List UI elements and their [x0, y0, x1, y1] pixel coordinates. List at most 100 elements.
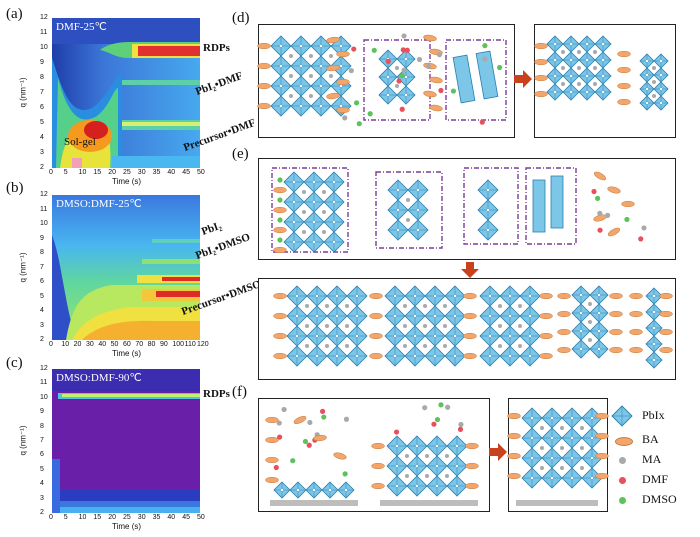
- x-tick-label: 20: [108, 169, 116, 176]
- y-tick-label: 7: [40, 263, 44, 271]
- y-tick-label: 12: [40, 14, 48, 21]
- y-tick-label: 4: [40, 480, 44, 488]
- y-tick-label: 6: [40, 104, 44, 111]
- x-axis-title: Time (s): [112, 349, 142, 358]
- legend-ba-ellipse-icon: [615, 437, 633, 446]
- x-tick-label: 45: [182, 514, 190, 521]
- x-tick-label: 45: [182, 169, 190, 176]
- x-tick-label: 30: [137, 514, 146, 521]
- y-tick-label: 3: [40, 321, 44, 329]
- y-tick-label: 5: [40, 292, 44, 300]
- x-tick-label: 50: [110, 341, 119, 348]
- x-tick-label: 30: [137, 169, 146, 176]
- process-arrow: [489, 443, 507, 461]
- x-axis-title: Time (s): [112, 177, 142, 186]
- legend-dmso-dot-icon: [619, 497, 626, 504]
- y-tick-label: 8: [40, 249, 44, 256]
- x-tick-label: 50: [197, 514, 205, 521]
- x-tick-label: 10: [78, 169, 87, 176]
- x-tick-label: 110: [184, 341, 196, 348]
- heatmap-c: DMSO:DMF-90℃: [52, 369, 200, 513]
- process-arrow: [514, 70, 532, 88]
- y-tick-label: 9: [40, 234, 44, 242]
- x-tick-label: 5: [63, 169, 68, 176]
- y-axis-title: q (nm⁻¹): [18, 425, 28, 456]
- side-label-a-2: PbI₂•DMF: [193, 69, 245, 98]
- legend-label-ma: MA: [642, 452, 662, 466]
- panel-c-label: (c): [6, 355, 23, 371]
- x-tick-label: 100: [172, 341, 185, 348]
- y-tick-label: 12: [40, 191, 48, 198]
- x-tick-label: 80: [147, 341, 156, 348]
- legend-item-pbix: PbIx: [612, 406, 694, 428]
- schematic-f-right: [508, 398, 608, 512]
- y-tick-label: 7: [40, 437, 44, 444]
- schematic-d-right: [534, 24, 676, 138]
- y-tick-label: 4: [40, 307, 44, 314]
- schematic-e-top: [258, 158, 676, 260]
- y-tick-label: 4: [40, 134, 44, 141]
- x-tick-label: 40: [98, 341, 107, 348]
- y-tick-label: 6: [40, 451, 44, 459]
- y-tick-label: 2: [40, 509, 44, 516]
- side-label-c-1: RDPs: [203, 388, 230, 400]
- legend-label-pbix: PbIx: [642, 408, 665, 422]
- y-axis-title: q (nm⁻¹): [18, 252, 28, 282]
- sol-gel-annotation: Sol-gel: [64, 136, 96, 148]
- x-tick-label: 35: [152, 514, 161, 521]
- x-tick-label: 15: [93, 514, 102, 521]
- x-tick-label: 0: [49, 514, 53, 521]
- x-tick-label: 5: [63, 514, 68, 521]
- legend-dmf-dot-icon: [619, 477, 626, 484]
- x-tick-label: 10: [78, 514, 87, 521]
- legend-item-dmso: DMSO: [612, 490, 694, 510]
- legend-octahedron-icon: [612, 406, 632, 426]
- legend-item-ma: MA: [612, 450, 694, 470]
- y-tick-label: 11: [40, 379, 48, 387]
- heatmap-a: DMF-25℃ Sol-gel: [52, 18, 200, 168]
- y-tick-label: 9: [40, 408, 44, 416]
- panel-e-label: (e): [232, 146, 249, 162]
- x-tick-label: 20: [108, 514, 116, 521]
- x-tick-label: 15: [93, 169, 102, 176]
- x-tick-label: 20: [73, 341, 82, 348]
- y-tick-label: 5: [40, 465, 44, 473]
- legend: PbIx BA MA DMF DMSO: [612, 398, 694, 518]
- y-tick-label: 3: [40, 494, 44, 502]
- x-tick-label: 90: [160, 341, 168, 348]
- y-tick-label: 10: [40, 44, 48, 51]
- x-tick-label: 40: [167, 514, 176, 521]
- x-tick-label: 60: [123, 341, 131, 348]
- legend-label-dmso: DMSO: [642, 492, 677, 506]
- y-tick-label: 11: [40, 205, 48, 213]
- panel-a-label: (a): [6, 6, 23, 22]
- heatmap-c-title: DMSO:DMF-90℃: [56, 372, 142, 384]
- schematic-f-left: [258, 398, 490, 512]
- legend-label-ba: BA: [642, 432, 659, 446]
- side-label-a-1: RDPs: [203, 42, 230, 54]
- heatmap-b: DMSO:DMF-25℃: [52, 195, 200, 340]
- y-tick-label: 9: [40, 59, 44, 66]
- x-tick-label: 30: [86, 341, 94, 348]
- schematic-e-bottom: [258, 278, 676, 380]
- schematic-d-left: [258, 24, 515, 138]
- legend-ma-dot-icon: [619, 457, 626, 464]
- y-tick-label: 2: [40, 336, 44, 343]
- x-tick-label: 120: [197, 341, 209, 348]
- panel-d-label: (d): [232, 10, 250, 26]
- x-tick-label: 50: [197, 169, 205, 176]
- process-arrow: [461, 262, 479, 278]
- y-tick-label: 10: [40, 393, 48, 401]
- x-tick-label: 0: [49, 341, 53, 348]
- panel-b-label: (b): [6, 180, 24, 196]
- y-tick-label: 2: [40, 164, 44, 171]
- panel-f-label: (f): [232, 384, 247, 400]
- legend-item-ba: BA: [612, 430, 694, 450]
- heatmap-b-title: DMSO:DMF-25℃: [56, 198, 142, 210]
- x-tick-label: 10: [61, 341, 70, 348]
- y-axis-title: q (nm⁻¹): [18, 77, 28, 108]
- y-tick-label: 5: [40, 119, 44, 126]
- x-tick-label: 0: [49, 169, 53, 176]
- y-tick-label: 6: [40, 278, 44, 285]
- y-tick-label: 7: [40, 89, 44, 96]
